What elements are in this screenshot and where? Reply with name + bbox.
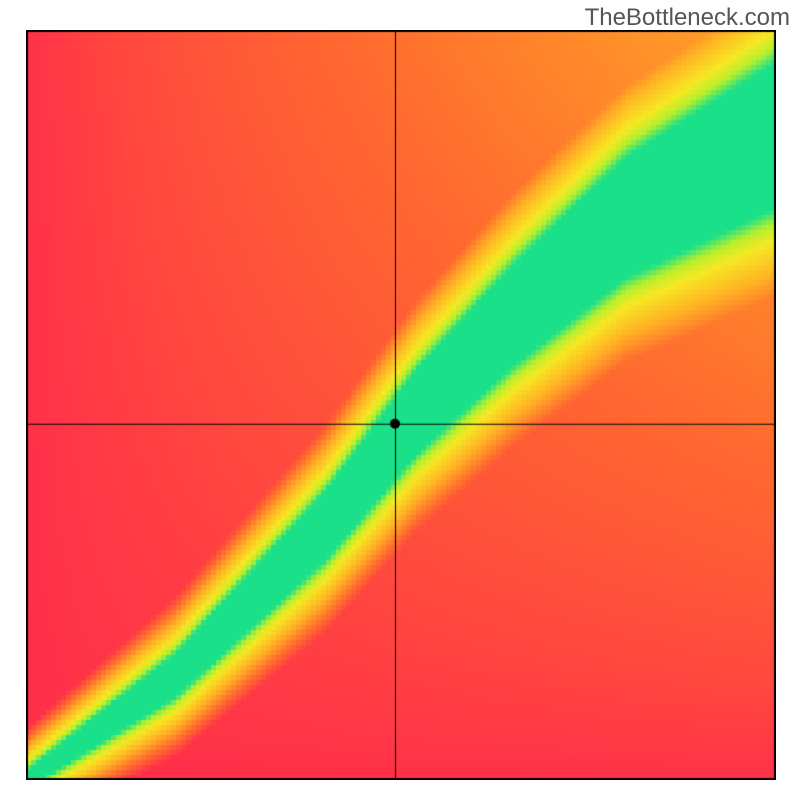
- attribution-text: TheBottleneck.com: [585, 4, 790, 32]
- bottleneck-heatmap: [26, 30, 776, 780]
